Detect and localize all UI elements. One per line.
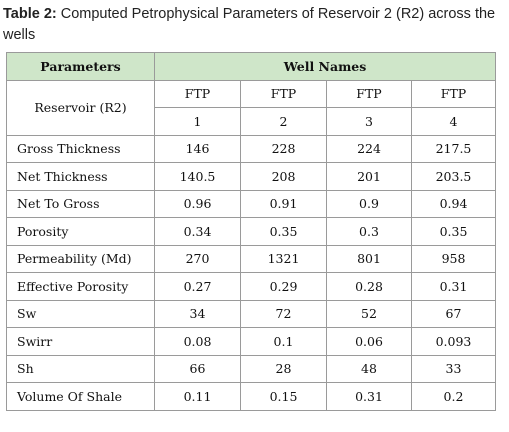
header-row-well-number: 1 2 3 4 xyxy=(7,107,496,136)
table-row: Permeability (Md) 270 1321 801 958 xyxy=(6,244,496,273)
well-2-value: 228 xyxy=(240,134,327,163)
well-3-value: 0.31 xyxy=(326,382,412,411)
well-4-number: 4 xyxy=(411,107,496,136)
well-4-value: 217.5 xyxy=(411,134,496,163)
table-row: Effective Porosity 0.27 0.29 0.28 0.31 xyxy=(6,272,496,301)
table-row: Sh 66 28 48 33 xyxy=(6,354,496,383)
table-row: Gross Thickness 146 228 224 217.5 xyxy=(6,134,496,163)
table-row: Porosity 0.34 0.35 0.3 0.35 xyxy=(6,217,496,246)
well-3-value: 48 xyxy=(326,354,412,383)
well-3-value: 224 xyxy=(326,134,412,163)
parameter-label: Effective Porosity xyxy=(6,272,155,301)
parameter-label: Permeability (Md) xyxy=(6,244,155,273)
well-1-value: 66 xyxy=(154,354,241,383)
well-1-value: 0.08 xyxy=(154,327,241,356)
well-3-value: 52 xyxy=(326,299,412,328)
table-row: Net To Gross 0.96 0.91 0.9 0.94 xyxy=(6,189,496,218)
well-2-name: FTP xyxy=(240,79,327,108)
well-names-header: Well Names xyxy=(154,52,496,81)
well-2-value: 0.29 xyxy=(240,272,327,301)
well-3-value: 0.28 xyxy=(326,272,412,301)
well-2-value: 208 xyxy=(240,162,327,191)
well-2-value: 28 xyxy=(240,354,327,383)
parameter-label: Swirr xyxy=(6,327,155,356)
parameters-header: Parameters xyxy=(6,52,155,81)
well-4-value: 0.31 xyxy=(411,272,496,301)
well-2-value: 1321 xyxy=(240,244,327,273)
table-caption: Table 2: Computed Petrophysical Paramete… xyxy=(3,4,503,46)
caption-label: Table 2: xyxy=(3,6,57,22)
parameter-label: Net Thickness xyxy=(6,162,155,191)
well-4-value: 67 xyxy=(411,299,496,328)
well-2-value: 0.91 xyxy=(240,189,327,218)
well-4-value: 0.2 xyxy=(411,382,496,411)
well-1-number: 1 xyxy=(154,107,241,136)
well-3-number: 3 xyxy=(326,107,412,136)
well-1-value: 0.96 xyxy=(154,189,241,218)
well-1-value: 0.11 xyxy=(154,382,241,411)
parameter-label: Net To Gross xyxy=(6,189,155,218)
table-row: Swirr 0.08 0.1 0.06 0.093 xyxy=(6,327,496,356)
well-4-value: 0.093 xyxy=(411,327,496,356)
well-2-number: 2 xyxy=(240,107,327,136)
well-4-name: FTP xyxy=(411,79,496,108)
well-3-value: 201 xyxy=(326,162,412,191)
parameter-label: Sh xyxy=(6,354,155,383)
well-1-value: 0.34 xyxy=(154,217,241,246)
parameter-label: Volume Of Shale xyxy=(6,382,155,411)
well-2-value: 0.15 xyxy=(240,382,327,411)
table-body: Gross Thickness 146 228 224 217.5 Net Thickne… xyxy=(6,134,496,411)
well-1-name: FTP xyxy=(154,79,241,108)
well-1-value: 270 xyxy=(154,244,241,273)
parameter-label: Gross Thickness xyxy=(6,134,155,163)
parameter-label: Sw xyxy=(6,299,155,328)
well-2-value: 0.35 xyxy=(240,217,327,246)
table-row: Sw 34 72 52 67 xyxy=(6,299,496,328)
well-2-value: 72 xyxy=(240,299,327,328)
well-1-value: 34 xyxy=(154,299,241,328)
well-3-value: 0.9 xyxy=(326,189,412,218)
well-1-value: 0.27 xyxy=(154,272,241,301)
header-row-well-prefix: Reservoir (R2) FTP FTP FTP FTP xyxy=(6,79,496,136)
well-1-value: 146 xyxy=(154,134,241,163)
table-row: Volume Of Shale 0.11 0.15 0.31 0.2 xyxy=(6,382,496,411)
well-3-name: FTP xyxy=(326,79,412,108)
well-4-value: 0.94 xyxy=(411,189,496,218)
well-3-value: 801 xyxy=(326,244,412,273)
well-4-value: 0.35 xyxy=(411,217,496,246)
well-4-value: 203.5 xyxy=(411,162,496,191)
parameter-label: Porosity xyxy=(6,217,155,246)
well-4-value: 33 xyxy=(411,354,496,383)
well-4-value: 958 xyxy=(411,244,496,273)
caption-text: Computed Petrophysical Parameters of Res… xyxy=(3,6,496,43)
petrophysical-table: Parameters Well Names Reservoir (R2) FTP… xyxy=(6,52,496,411)
table-row: Net Thickness 140.5 208 201 203.5 xyxy=(6,162,496,191)
well-3-value: 0.06 xyxy=(326,327,412,356)
header-row-top: Parameters Well Names xyxy=(6,52,496,81)
well-2-value: 0.1 xyxy=(240,327,327,356)
reservoir-header: Reservoir (R2) xyxy=(6,79,155,136)
well-1-value: 140.5 xyxy=(154,162,241,191)
well-3-value: 0.3 xyxy=(326,217,412,246)
